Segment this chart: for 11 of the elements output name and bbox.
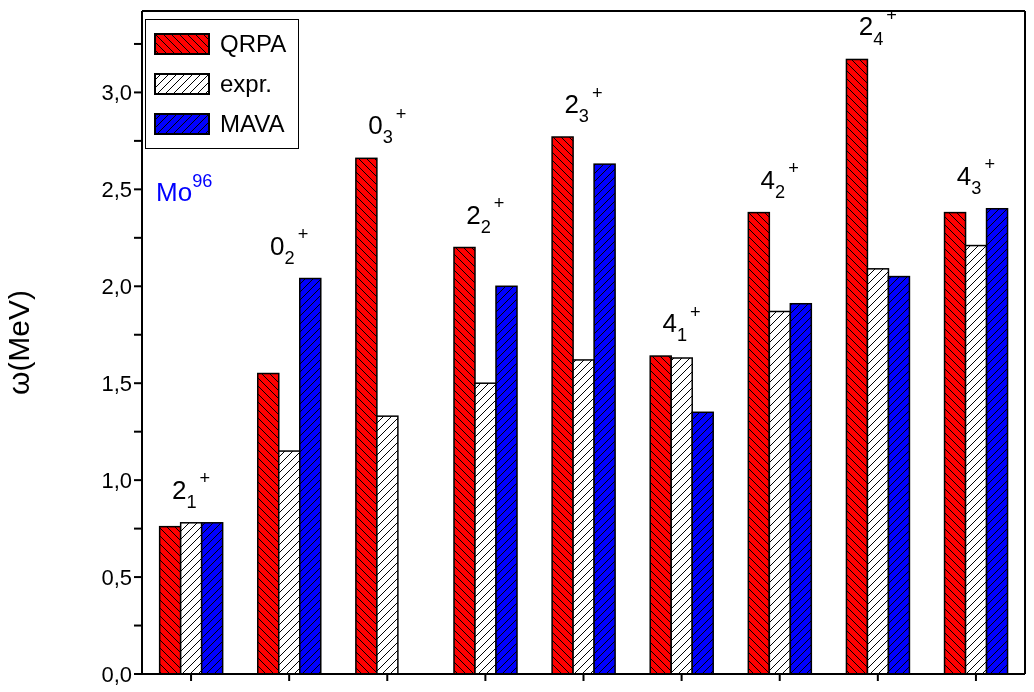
y-tick-label: 1,0 xyxy=(101,467,132,493)
legend-label: MAVA xyxy=(220,110,285,138)
y-tick-label: 2,0 xyxy=(101,274,132,300)
y-tick-label: 0,0 xyxy=(101,661,132,687)
legend-label: QRPA xyxy=(220,30,287,58)
annotation: Mo$^{96}$ xyxy=(156,170,213,207)
y-tick-label: 2,5 xyxy=(101,177,132,203)
y-tick-label: 3,0 xyxy=(101,80,132,106)
y-tick-label: 1,5 xyxy=(101,371,132,397)
legend-label: expr. xyxy=(220,70,273,98)
y-tick-label: 0,5 xyxy=(101,564,132,590)
